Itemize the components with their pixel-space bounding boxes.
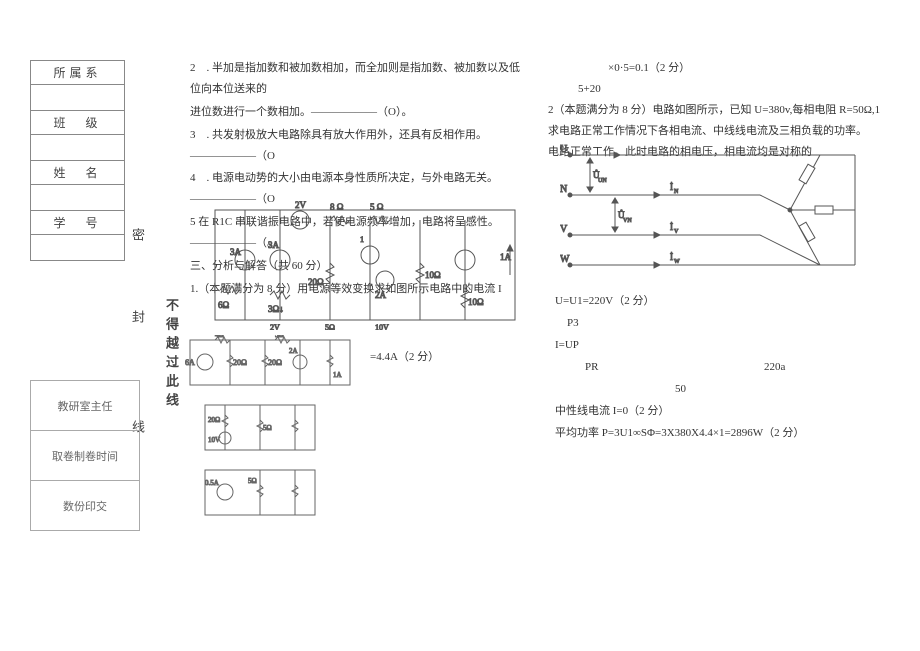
svg-text:N: N	[560, 184, 567, 195]
svg-text:0.5A: 0.5A	[205, 479, 219, 487]
svg-text:2A: 2A	[289, 347, 298, 355]
svg-text:5Ω: 5Ω	[325, 323, 335, 330]
svg-text:10V: 10V	[375, 323, 389, 330]
problem-2-l1: 2（本题满分为 8 分）电路如图所示，已知 U=380v,每相电阻 R=50Ω,…	[548, 100, 888, 121]
row-blank	[31, 185, 125, 211]
calc-50: 50	[555, 378, 895, 400]
row-name: 姓 名	[31, 161, 125, 185]
calc-pr: PR 220a	[555, 356, 895, 378]
svg-text:3A: 3A	[230, 247, 242, 257]
svg-text:W: W	[674, 259, 680, 265]
circuit-diagram-sub1: 6A 20Ω 20Ω 2A 1A 4Ω 5Ω	[185, 335, 355, 390]
problem-2-l2: 求电路正常工作情况下各相电流、中线线电流及三相负载的功率。	[548, 121, 888, 142]
row-dept-head: 教研室主任	[31, 381, 140, 431]
row-blank	[31, 85, 125, 111]
calc-neutral: 中性线电流 I=0（2 分）	[555, 400, 895, 422]
svg-text:UN: UN	[598, 178, 607, 184]
svg-text:U: U	[560, 144, 568, 155]
svg-text:3Ω↓: 3Ω↓	[268, 304, 284, 314]
calc-iup: I=UP	[555, 334, 895, 356]
svg-text:VN: VN	[623, 218, 632, 224]
row-blank	[31, 235, 125, 261]
svg-text:20Ω: 20Ω	[268, 358, 282, 367]
svg-text:W: W	[560, 254, 570, 265]
svg-text:4Ω: 4Ω	[215, 335, 224, 339]
svg-text:10Ω: 10Ω	[425, 270, 441, 280]
circuit-diagram-main: 2V 8 Ω 5 Ω 3A 6Ω 3A 3Ω↓ 20Ω 1 2A 10Ω 10Ω…	[210, 200, 520, 330]
admin-table: 教研室主任 取卷制卷时间 数份印交	[30, 380, 140, 531]
svg-text:1: 1	[360, 235, 364, 244]
svg-text:10Ω: 10Ω	[468, 297, 484, 307]
svg-text:20Ω: 20Ω	[208, 416, 220, 424]
svg-text:8 Ω: 8 Ω	[330, 202, 344, 212]
svg-text:V: V	[560, 224, 568, 235]
calc-u: U=U1=220V（2 分）	[555, 290, 895, 312]
svg-text:3A: 3A	[268, 240, 280, 250]
row-dept: 所属系	[31, 61, 125, 85]
svg-text:10V: 10V	[208, 436, 220, 444]
svg-text:5Ω: 5Ω	[248, 477, 257, 485]
svg-text:6A: 6A	[185, 358, 195, 367]
svg-text:20Ω: 20Ω	[308, 277, 324, 287]
svg-text:İ: İ	[670, 182, 673, 192]
svg-text:İ: İ	[670, 222, 673, 232]
row-class: 班 级	[31, 111, 125, 135]
q3: 3 . 共发射极放大电路除具有放大作用外，还具有反相作用。——————（O	[190, 125, 520, 167]
q2-line2: 进位数进行一个数相加。——————（O）。	[190, 102, 520, 123]
seal-mark-mi: 密	[128, 228, 147, 247]
svg-text:20Ω: 20Ω	[233, 358, 247, 367]
row-blank	[31, 135, 125, 161]
row-id: 学 号	[31, 211, 125, 235]
svg-text:1A: 1A	[333, 371, 342, 379]
svg-text:2V: 2V	[270, 323, 280, 330]
calc-frag-1: ×0·5=0.1（2 分）	[548, 58, 888, 79]
svg-text:2V: 2V	[295, 200, 307, 210]
calc-frag-2: 5+20	[548, 79, 888, 100]
svg-text:V: V	[674, 229, 679, 235]
calc-p3: P3	[555, 312, 895, 334]
svg-text:İ: İ	[670, 252, 673, 262]
svg-text:5Ω: 5Ω	[263, 424, 272, 432]
row-paper-time: 取卷制卷时间	[31, 431, 140, 481]
circuit-diagram-sub3: 0.5A 5Ω	[200, 465, 320, 520]
seal-mark-feng: 封	[128, 310, 147, 329]
circuit-diagram-sub2: 20Ω 10V 5Ω	[200, 400, 320, 455]
svg-text:N: N	[674, 189, 679, 195]
svg-text:5 Ω: 5 Ω	[370, 202, 384, 212]
solution-2: U=U1=220V（2 分） P3 I=UP PR 220a 50 中性线电流 …	[555, 290, 895, 444]
svg-text:2A: 2A	[375, 290, 387, 300]
answer-1: =4.4A（2 分）	[370, 348, 439, 364]
seal-line-text: 不得越过此线	[162, 298, 181, 412]
svg-text:6Ω: 6Ω	[218, 300, 230, 310]
calc-power: 平均功率 P=3U1∞SΦ=3X380X4.4×1=2896W（2 分）	[555, 422, 895, 444]
three-phase-diagram: U N V W ŮUN ŮVN İN İV İW	[560, 140, 880, 280]
q2-line1: 2 . 半加是指加数和被加数相加，而全加则是指加数、被加数以及低位向本位送来的	[190, 58, 520, 100]
row-print-submit: 数份印交	[31, 481, 140, 531]
student-info-table: 所属系 班 级 姓 名 学 号	[30, 60, 125, 261]
svg-text:5Ω: 5Ω	[275, 335, 284, 339]
exam-header-sidebar: 所属系 班 级 姓 名 学 号	[30, 60, 125, 261]
